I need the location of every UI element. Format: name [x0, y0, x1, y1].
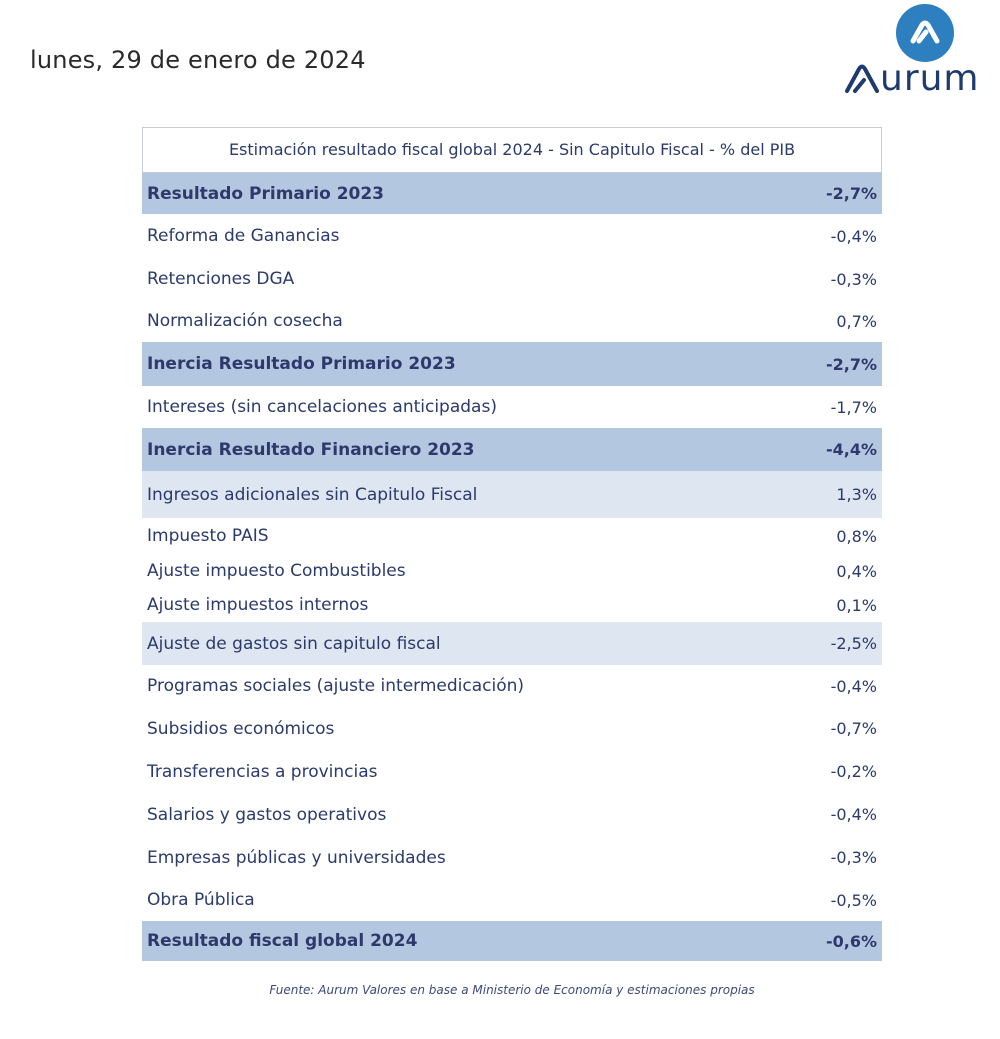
row-label: Ajuste impuesto Combustibles [147, 561, 406, 581]
row-label: Impuesto PAIS [147, 526, 269, 546]
table-row: Impuesto PAIS 0,8% [142, 518, 882, 554]
row-value: -0,6% [825, 931, 877, 951]
logo-wordmark: urum [844, 58, 980, 99]
table-row: Ajuste de gastos sin capitulo fiscal -2,… [142, 622, 882, 665]
row-value: -2,7% [825, 184, 877, 203]
source-footnote: Fuente: Aurum Valores en base a Minister… [269, 983, 755, 997]
row-label: Programas sociales (ajuste intermedicaci… [147, 676, 525, 696]
row-value: 0,4% [836, 561, 877, 581]
row-value: -1,7% [830, 397, 877, 417]
row-value: -0,4% [830, 676, 877, 696]
logo-a-icon [845, 64, 879, 93]
row-value: -0,7% [830, 719, 877, 738]
row-label: Empresas públicas y universidades [147, 847, 446, 868]
table-row: Intereses (sin cancelaciones anticipadas… [142, 386, 882, 428]
row-label: Obra Pública [147, 890, 255, 910]
row-value: -0,3% [830, 269, 877, 289]
table-row: Normalización cosecha 0,7% [142, 300, 882, 342]
row-label: Resultado Primario 2023 [147, 183, 385, 204]
row-value: -0,5% [830, 890, 877, 910]
aurum-logo: urum [840, 4, 990, 99]
row-label: Resultado fiscal global 2024 [147, 931, 418, 951]
row-value: 0,7% [836, 311, 877, 331]
table-row: Ingresos adicionales sin Capitulo Fiscal… [142, 471, 882, 518]
row-label: Reforma de Ganancias [147, 226, 340, 246]
row-label: Salarios y gastos operativos [147, 804, 387, 825]
row-value: -2,7% [825, 354, 877, 374]
table-row: Inercia Resultado Primario 2023 -2,7% [142, 342, 882, 386]
row-label: Inercia Resultado Primario 2023 [147, 354, 456, 374]
table-row: Reforma de Ganancias -0,4% [142, 214, 882, 258]
row-value: 0,1% [836, 595, 877, 615]
row-value: 0,8% [836, 526, 877, 546]
row-value: -4,4% [825, 440, 877, 459]
table-row: Ajuste impuestos internos 0,1% [142, 588, 882, 622]
row-value: -0,4% [830, 226, 877, 246]
table-row: Transferencias a provincias -0,2% [142, 750, 882, 793]
logo-badge-icon [896, 4, 954, 62]
fiscal-estimate-table: Estimación resultado fiscal global 2024 … [142, 127, 882, 961]
row-label: Subsidios económicos [147, 718, 335, 739]
logo-text: urum [880, 58, 980, 99]
row-value: -0,3% [830, 848, 877, 867]
table-row: Obra Pública -0,5% [142, 879, 882, 921]
row-label: Ingresos adicionales sin Capitulo Fiscal [147, 484, 478, 505]
row-value: -0,2% [830, 762, 877, 781]
table-row: Salarios y gastos operativos -0,4% [142, 793, 882, 836]
row-value: -2,5% [830, 634, 877, 653]
table-row: Programas sociales (ajuste intermedicaci… [142, 665, 882, 707]
table-row: Empresas públicas y universidades -0,3% [142, 836, 882, 879]
row-label: Normalización cosecha [147, 311, 343, 331]
row-label: Ajuste de gastos sin capitulo fiscal [147, 633, 441, 654]
table-row: Retenciones DGA -0,3% [142, 258, 882, 300]
table-row: Inercia Resultado Financiero 2023 -4,4% [142, 428, 882, 471]
table-row: Resultado Primario 2023 -2,7% [142, 173, 882, 214]
row-label: Retenciones DGA [147, 269, 295, 289]
row-label: Intereses (sin cancelaciones anticipadas… [147, 397, 497, 417]
row-value: -0,4% [830, 805, 877, 824]
row-label: Transferencias a provincias [147, 761, 378, 782]
row-value: 1,3% [836, 485, 877, 504]
row-label: Ajuste impuestos internos [147, 595, 369, 615]
table-row: Resultado fiscal global 2024 -0,6% [142, 921, 882, 961]
row-label: Inercia Resultado Financiero 2023 [147, 439, 475, 460]
table-title: Estimación resultado fiscal global 2024 … [142, 127, 882, 173]
report-date: lunes, 29 de enero de 2024 [30, 46, 366, 74]
table-row: Subsidios económicos -0,7% [142, 707, 882, 750]
table-row: Ajuste impuesto Combustibles 0,4% [142, 554, 882, 588]
